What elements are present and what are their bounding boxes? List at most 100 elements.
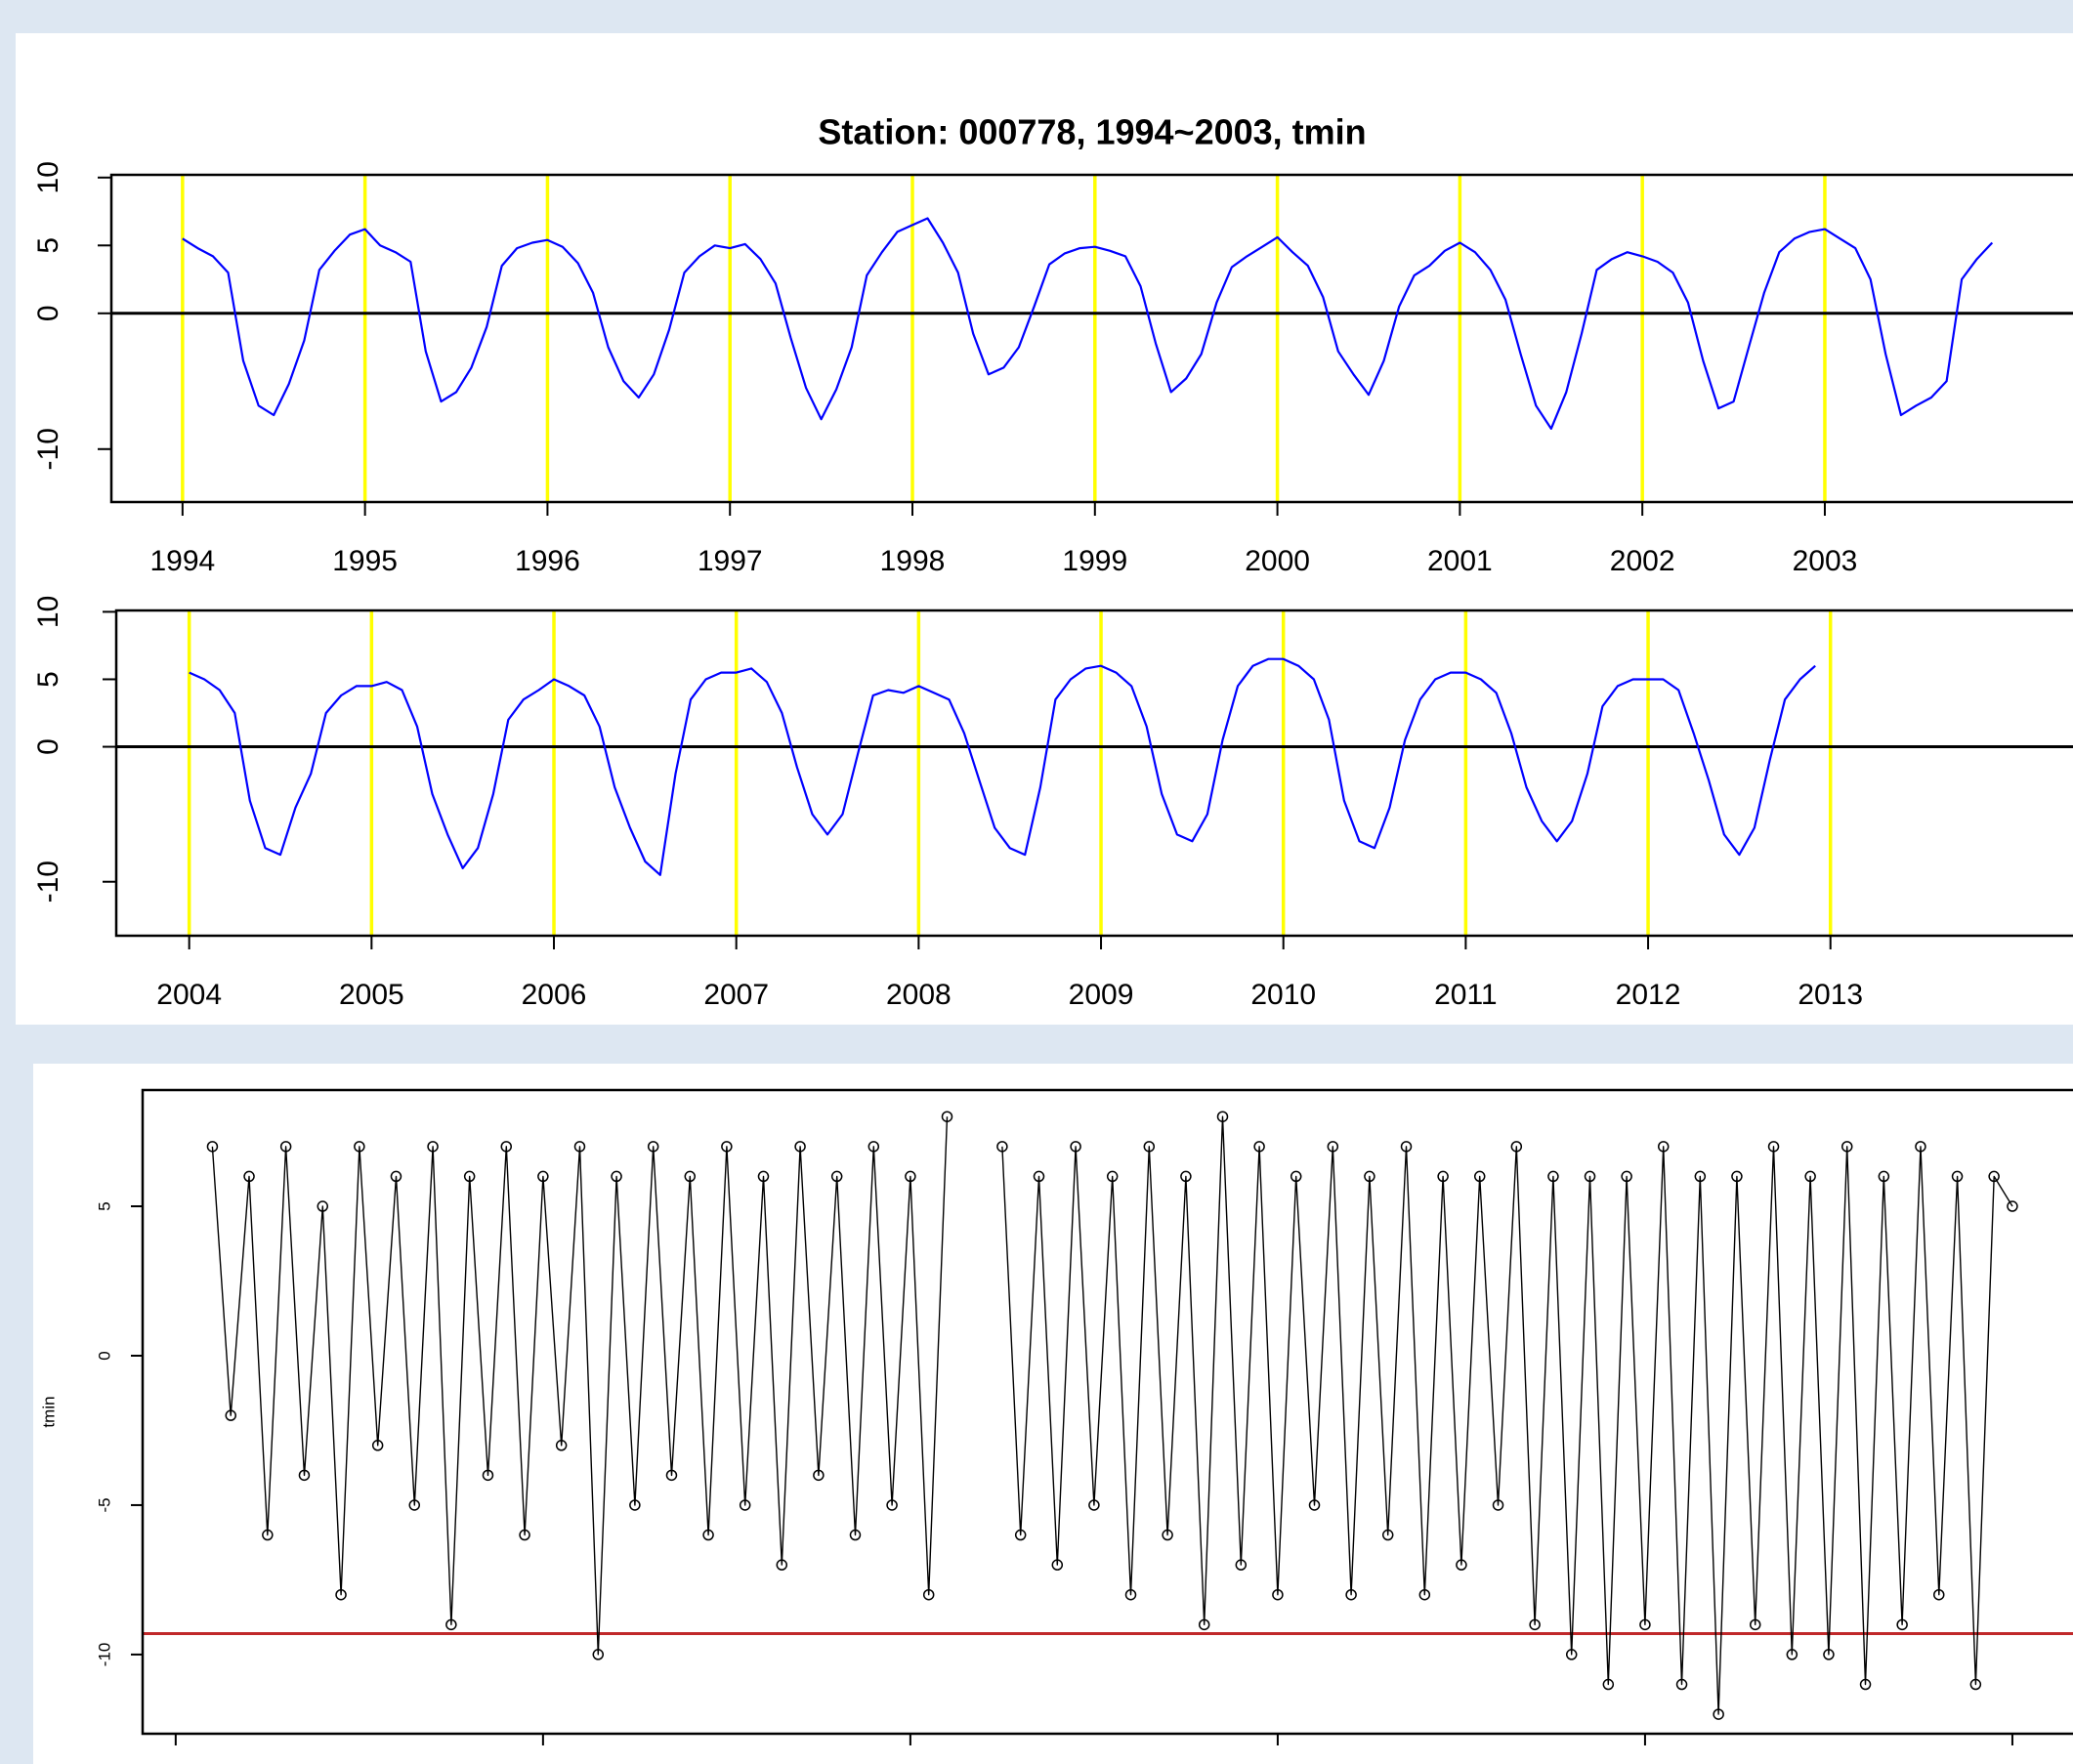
data-point	[1804, 1170, 1816, 1183]
data-point	[941, 1111, 953, 1122]
data-point	[1235, 1559, 1248, 1571]
data-point	[905, 1170, 916, 1183]
data-point	[555, 1440, 568, 1451]
y-tick-label: 0	[32, 738, 64, 755]
data-point	[886, 1499, 898, 1511]
data-point	[1915, 1141, 1926, 1153]
data-point	[1070, 1141, 1081, 1153]
y-axis-label: tmin	[39, 1396, 58, 1427]
data-point	[445, 1618, 457, 1631]
x-tick-label: 1998	[880, 545, 946, 577]
data-point	[335, 1588, 347, 1601]
data-point	[757, 1170, 770, 1183]
y-tick-label: 5	[95, 1201, 113, 1210]
data-point	[1418, 1588, 1431, 1601]
data-point	[1859, 1678, 1872, 1691]
chart-title: Station: 000778, 1994~2003, tmin	[818, 112, 1366, 152]
data-point	[519, 1529, 530, 1541]
data-point	[317, 1200, 329, 1212]
data-point	[1657, 1141, 1670, 1153]
data-point	[225, 1409, 236, 1421]
data-point	[1749, 1618, 1761, 1631]
data-point	[1088, 1499, 1100, 1511]
data-point	[849, 1529, 862, 1541]
plot-frame	[109, 173, 2073, 504]
data-point	[1713, 1708, 1724, 1720]
data-point	[1694, 1170, 1707, 1183]
data-point	[1840, 1141, 1853, 1153]
data-point	[1969, 1678, 1982, 1691]
y-tick-label: -10	[95, 1643, 113, 1667]
x-tick-label: 1994	[149, 545, 215, 577]
data-point	[1565, 1649, 1578, 1660]
x-tick-label: 2001	[1427, 545, 1493, 577]
data-point	[1731, 1170, 1743, 1183]
data-point	[1124, 1588, 1137, 1601]
data-point	[354, 1141, 365, 1153]
x-tick-label: 2004	[156, 979, 222, 1011]
data-point	[1308, 1499, 1321, 1511]
x-tick-label: 2007	[703, 979, 769, 1011]
data-point	[1933, 1588, 1945, 1601]
data-point	[262, 1529, 274, 1541]
data-point	[463, 1170, 476, 1183]
x-tick-label: 2012	[1616, 979, 1681, 1011]
data-point	[1988, 1170, 2000, 1183]
y-tick-label: 10	[32, 596, 64, 628]
plot-frame	[141, 1088, 2073, 1736]
x-tick-label: 2009	[1069, 979, 1134, 1011]
data-point	[427, 1141, 439, 1153]
data-point	[1492, 1499, 1504, 1511]
data-point	[1364, 1170, 1375, 1183]
data-point	[1621, 1170, 1632, 1183]
y-tick-label: 5	[32, 671, 64, 688]
data-point	[684, 1170, 697, 1183]
data-point	[1253, 1141, 1265, 1153]
data-point	[830, 1170, 843, 1183]
x-tick-label: 2011	[1434, 979, 1498, 1011]
data-point	[408, 1499, 421, 1511]
y-tick-label: 10	[32, 161, 64, 193]
data-point	[1051, 1559, 1064, 1571]
data-point	[1198, 1618, 1210, 1631]
data-point	[500, 1141, 513, 1153]
data-point	[243, 1170, 255, 1183]
x-tick-label: 1997	[698, 545, 763, 577]
data-point	[1675, 1678, 1688, 1691]
data-point	[1510, 1141, 1523, 1153]
data-point	[1951, 1170, 1964, 1183]
data-point	[1014, 1529, 1027, 1541]
y-tick-label: 0	[95, 1351, 113, 1360]
data-line	[211, 1115, 2013, 1715]
data-point	[702, 1529, 714, 1541]
x-tick-label: 1999	[1062, 545, 1127, 577]
data-point	[1381, 1529, 1394, 1541]
data-point	[1473, 1170, 1486, 1183]
data-point	[1345, 1588, 1357, 1601]
x-tick-label: 2005	[339, 979, 404, 1011]
x-tick-label: 2000	[1245, 545, 1310, 577]
data-point	[298, 1469, 311, 1482]
x-tick-label: 2008	[886, 979, 952, 1011]
bottom-panel	[33, 1064, 2073, 1764]
data-point	[1823, 1649, 1835, 1660]
data-point	[1896, 1618, 1908, 1631]
data-point	[1547, 1170, 1559, 1183]
x-tick-label: 1995	[332, 545, 398, 577]
data-point	[390, 1170, 402, 1183]
data-point	[1456, 1559, 1467, 1571]
data-point	[1584, 1170, 1596, 1183]
data-point	[776, 1559, 788, 1571]
data-point	[1216, 1111, 1229, 1122]
y-tick-label: -5	[95, 1497, 113, 1512]
data-point	[922, 1588, 935, 1601]
data-point	[1529, 1618, 1541, 1631]
x-tick-label: 2002	[1610, 545, 1675, 577]
data-point	[573, 1141, 586, 1153]
data-point	[537, 1170, 549, 1183]
data-point	[206, 1141, 219, 1153]
x-tick-label: 2010	[1250, 979, 1316, 1011]
data-point	[996, 1141, 1008, 1153]
data-point	[867, 1141, 880, 1153]
